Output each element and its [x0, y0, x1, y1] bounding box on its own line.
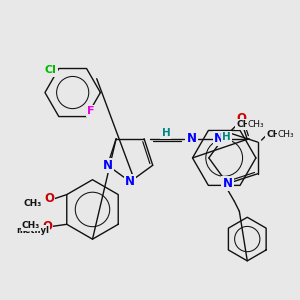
Text: CH₃: CH₃: [24, 199, 42, 208]
Text: O: O: [44, 192, 54, 205]
Text: N: N: [214, 132, 224, 145]
Text: methyl: methyl: [16, 226, 50, 235]
Text: N: N: [125, 175, 135, 188]
Text: F: F: [87, 106, 94, 116]
Text: N: N: [223, 177, 232, 190]
Text: O: O: [236, 112, 246, 125]
Text: CH₃: CH₃: [266, 130, 285, 139]
Text: CH₃: CH₃: [278, 130, 294, 139]
Text: N: N: [103, 159, 112, 172]
Text: O: O: [42, 220, 52, 233]
Text: N: N: [187, 132, 196, 145]
Text: CH₃: CH₃: [247, 120, 264, 129]
Text: H: H: [222, 132, 231, 142]
Text: Cl: Cl: [45, 65, 57, 76]
Text: CH₃: CH₃: [22, 221, 40, 230]
Text: H: H: [161, 128, 170, 138]
Text: methyl: methyl: [33, 219, 82, 233]
Text: CH₃: CH₃: [236, 120, 254, 129]
